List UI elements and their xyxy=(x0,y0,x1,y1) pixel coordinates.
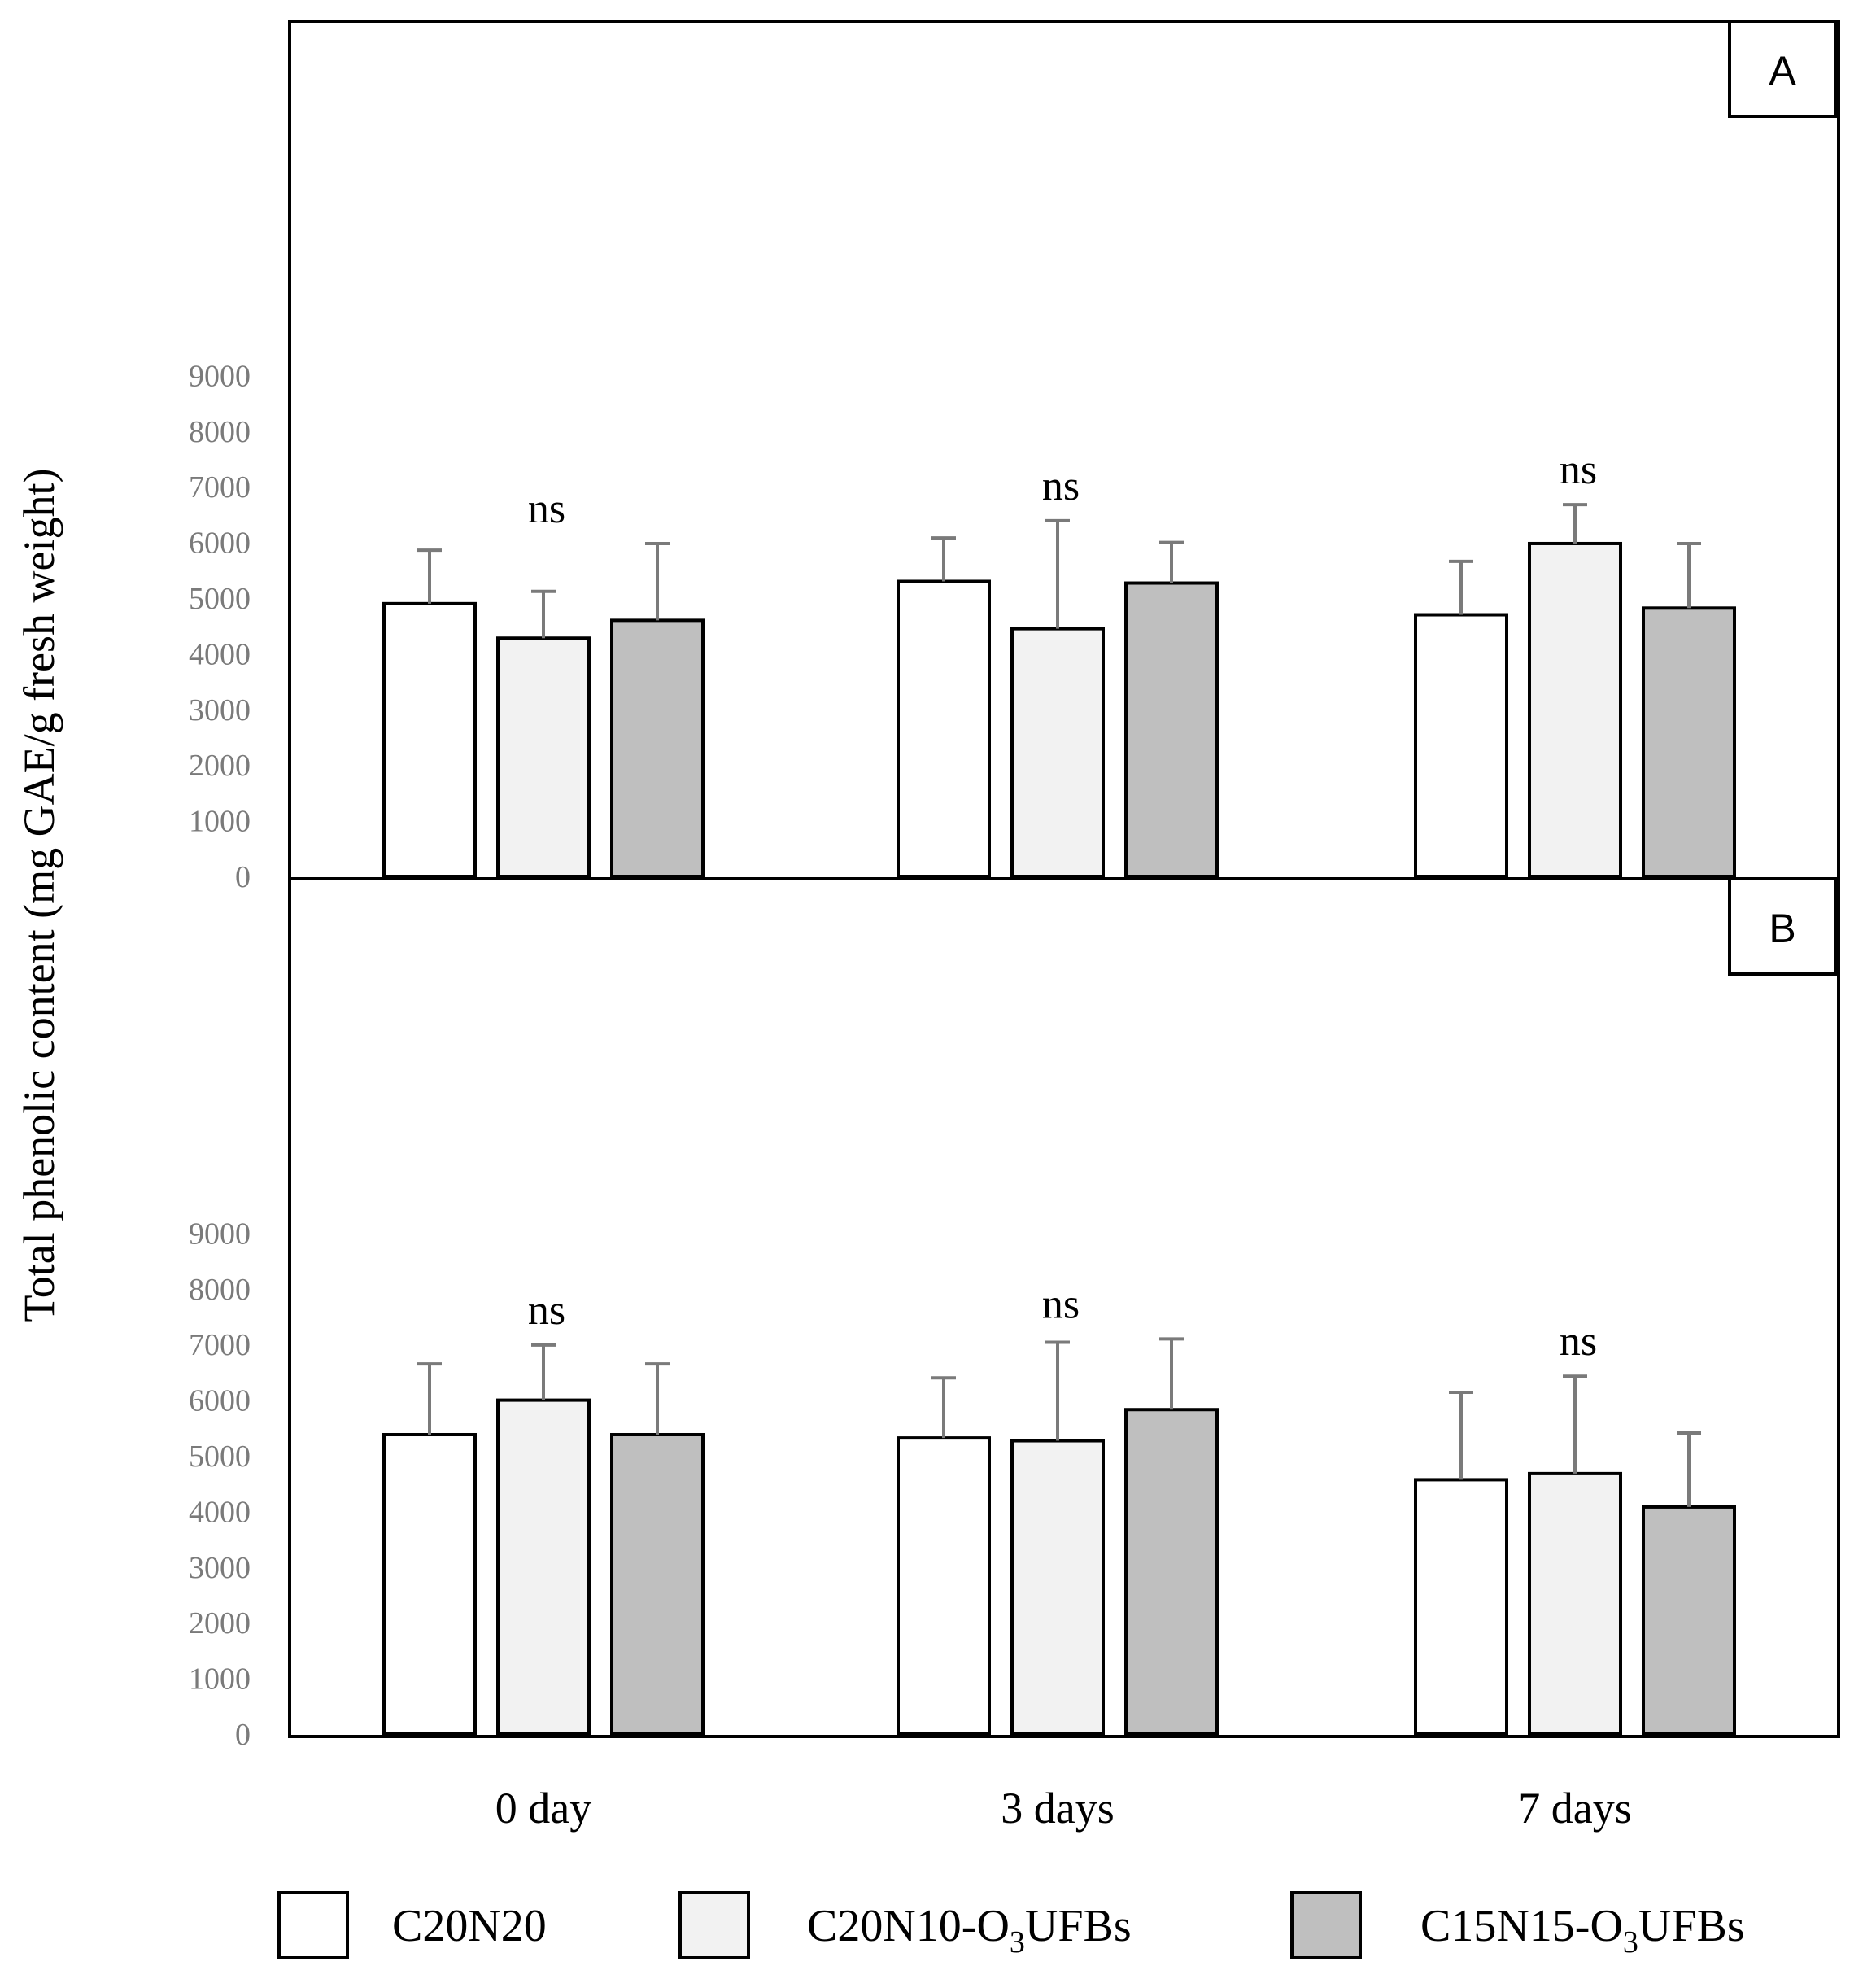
y-tick-b-5000: 5000 xyxy=(189,1439,251,1474)
bar-b-c20n20-1 xyxy=(897,1436,991,1737)
y-tick-b-6000: 6000 xyxy=(189,1384,251,1418)
y-tick-b-8000: 8000 xyxy=(189,1273,251,1307)
bar-b-c20n20-2 xyxy=(1414,1478,1508,1736)
y-tick-a-3000: 3000 xyxy=(189,693,251,727)
y-tick-a-0: 0 xyxy=(235,860,251,894)
ns-annotation-b-0: ns xyxy=(528,1287,565,1334)
bar-a-c15n15-o3ufbs-2 xyxy=(1642,606,1736,878)
ns-annotation-a-2: ns xyxy=(1560,447,1597,493)
legend-label-c20n20: C20N20 xyxy=(392,1901,547,1951)
y-tick-b-3000: 3000 xyxy=(189,1551,251,1585)
bar-a-c20n10-o3ufbs-1 xyxy=(1010,627,1105,878)
panels: 0 1000 2000 3000 4000 5000 6000 7000 8000 9000 ns n… xyxy=(189,20,1837,1833)
bar-a-c15n15-o3ufbs-0 xyxy=(610,618,705,878)
x-tick-1: 3 days xyxy=(1001,1784,1114,1833)
ns-annotation-b-1: ns xyxy=(1042,1281,1080,1327)
y-tick-a-4000: 4000 xyxy=(189,637,251,671)
bar-a-c20n10-o3ufbs-0 xyxy=(496,636,591,878)
legend-swatch-c20n10 xyxy=(678,1891,750,1959)
bar-b-c15n15-o3ufbs-0 xyxy=(610,1433,705,1737)
ns-annotation-a-0: ns xyxy=(528,486,565,532)
bar-b-c20n10-o3ufbs-0 xyxy=(496,1398,591,1736)
y-tick-b-0: 0 xyxy=(235,1718,251,1752)
y-tick-a-7000: 7000 xyxy=(189,470,251,505)
y-tick-a-1000: 1000 xyxy=(189,805,251,839)
bar-a-c20n20-1 xyxy=(897,579,991,878)
bar-b-c20n10-o3ufbs-1 xyxy=(1010,1439,1105,1736)
panel-label-box-a xyxy=(1728,20,1837,118)
x-tick-2: 7 days xyxy=(1518,1784,1631,1833)
bar-a-c20n10-o3ufbs-2 xyxy=(1528,541,1622,879)
y-axis-label: Total phenolic content (mg GAE/g fresh w… xyxy=(15,469,63,1322)
bar-b-c15n15-o3ufbs-2 xyxy=(1642,1505,1736,1736)
legend-label-c20n10: C20N10-O3UFBs xyxy=(807,1901,1132,1959)
panel-b-frame xyxy=(288,877,1840,1738)
ns-annotation-b-2: ns xyxy=(1560,1318,1597,1365)
y-tick-b-2000: 2000 xyxy=(189,1606,251,1640)
bar-a-c15n15-o3ufbs-1 xyxy=(1124,581,1219,878)
panel-label-b: B xyxy=(1769,906,1795,951)
panel-label-a: A xyxy=(1769,48,1796,94)
y-tick-a-8000: 8000 xyxy=(189,415,251,449)
legend-swatch-c15n15 xyxy=(1290,1891,1362,1959)
y-tick-a-6000: 6000 xyxy=(189,526,251,561)
y-tick-b-9000: 9000 xyxy=(189,1217,251,1251)
bar-b-c20n20-0 xyxy=(382,1433,477,1737)
bar-b-c20n10-o3ufbs-2 xyxy=(1528,1471,1622,1736)
ns-annotation-a-1: ns xyxy=(1042,463,1080,509)
y-tick-b-4000: 4000 xyxy=(189,1495,251,1529)
panel-label-box-b xyxy=(1728,877,1837,976)
y-tick-b-7000: 7000 xyxy=(189,1328,251,1362)
x-tick-0: 0 day xyxy=(495,1784,591,1833)
bar-a-c20n20-0 xyxy=(382,601,477,879)
legend-swatch-c20n20 xyxy=(277,1891,349,1959)
legend-label-c15n15: C15N15-O3UFBs xyxy=(1420,1901,1745,1959)
bar-b-c15n15-o3ufbs-1 xyxy=(1124,1408,1219,1737)
y-tick-a-5000: 5000 xyxy=(189,582,251,616)
legend: C20N20 C20N10-O3UFBs C15N15-O3UFBs xyxy=(277,1891,1745,1959)
y-tick-b-1000: 1000 xyxy=(189,1662,251,1697)
y-tick-a-2000: 2000 xyxy=(189,749,251,783)
y-tick-a-9000: 9000 xyxy=(189,359,251,393)
bar-a-c20n20-2 xyxy=(1414,613,1508,879)
